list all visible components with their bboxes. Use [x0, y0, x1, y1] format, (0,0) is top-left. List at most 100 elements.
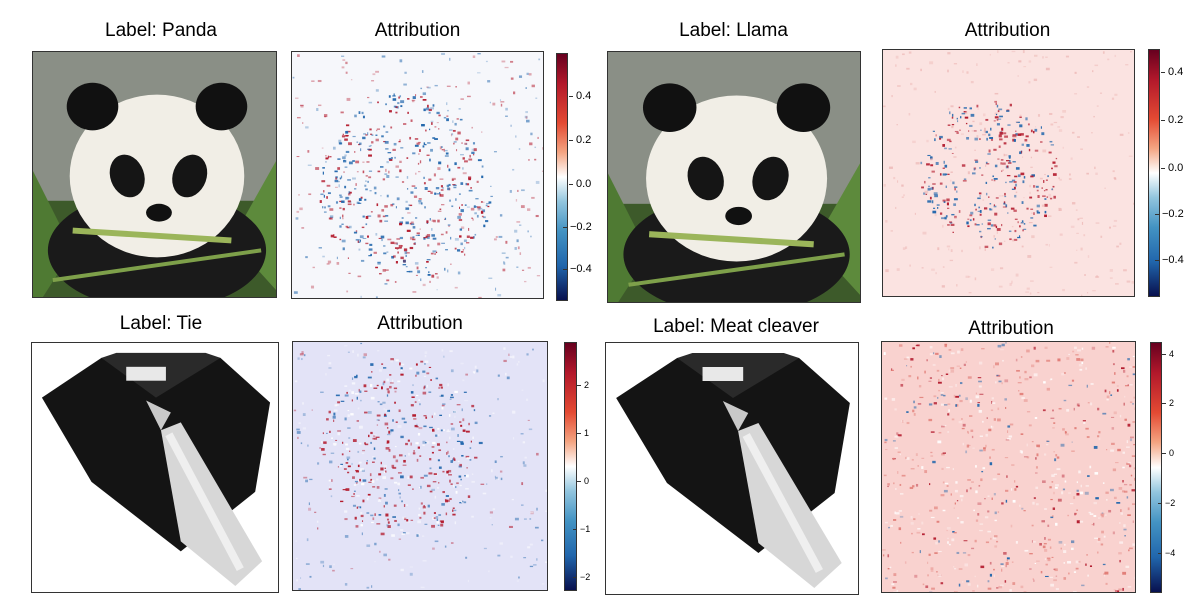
attribution-speckle: [346, 391, 348, 394]
attribution-speckle: [969, 214, 973, 217]
attribution-speckle: [938, 389, 940, 392]
attribution-speckle: [903, 358, 908, 360]
attribution-speckle: [305, 479, 309, 483]
attribution-speckle: [1001, 127, 1004, 131]
attribution-speckle: [1132, 503, 1135, 505]
attribution-speckle: [345, 462, 349, 464]
attribution-speckle: [386, 194, 389, 198]
attribution-speckle: [1031, 524, 1034, 527]
attribution-speckle: [955, 481, 958, 484]
attribution-speckle: [502, 455, 504, 458]
attribution-speckle: [942, 224, 944, 228]
attribution-speckle: [336, 256, 338, 260]
attribution-speckle: [1025, 291, 1029, 293]
attribution-speckle: [970, 211, 974, 215]
attribution-speckle: [358, 442, 362, 445]
attribution-speckle: [318, 104, 322, 107]
attribution-speckle: [441, 349, 444, 352]
attribution-speckle: [996, 374, 999, 377]
attribution-speckle: [459, 484, 462, 487]
attribution-speckle: [1062, 428, 1065, 431]
attribution-speckle: [892, 586, 896, 589]
attribution-speckle: [910, 522, 914, 525]
attribution-speckle: [1031, 441, 1034, 443]
attribution-speckle: [394, 242, 398, 245]
attribution-speckle: [528, 159, 530, 161]
attribution-speckle: [453, 142, 455, 145]
attribution-speckle: [335, 177, 337, 180]
attribution-speckle: [947, 207, 950, 210]
attribution-speckle: [360, 295, 362, 298]
attribution-speckle: [996, 104, 999, 108]
attribution-speckle: [434, 273, 438, 275]
attribution-speckle: [1041, 187, 1043, 189]
attribution-speckle: [366, 462, 368, 465]
attribution-speckle: [358, 461, 362, 464]
attribution-speckle: [954, 502, 956, 505]
attribution-speckle: [347, 203, 352, 206]
attribution-speckle: [974, 203, 976, 207]
attribution-speckle: [355, 160, 360, 164]
attribution-speckle: [459, 228, 463, 231]
attribution-speckle: [477, 159, 482, 162]
attribution-speckle: [906, 356, 910, 359]
attribution-speckle: [361, 532, 363, 536]
attribution-speckle: [1001, 382, 1003, 385]
attribution-speckle: [897, 471, 899, 474]
attribution-speckle: [472, 153, 475, 156]
attribution-speckle: [948, 248, 950, 251]
attribution-speckle: [1044, 508, 1047, 510]
attribution-speckle: [461, 454, 464, 457]
attribution-speckle: [527, 208, 531, 211]
attribution-speckle: [1122, 479, 1124, 483]
attribution-speckle: [439, 395, 441, 397]
attribution-speckle: [337, 158, 341, 160]
attribution-speckle: [531, 196, 535, 199]
attribution-speckle: [394, 445, 397, 448]
attribution-speckle: [331, 437, 334, 439]
attribution-speckle: [1005, 439, 1010, 441]
attribution-speckle: [400, 435, 404, 439]
attribution-speckle: [458, 475, 462, 478]
attribution-speckle: [344, 518, 348, 521]
attribution-speckle: [1047, 538, 1051, 541]
attribution-speckle: [962, 552, 967, 554]
attribution-speckle: [898, 510, 902, 512]
attribution-speckle: [347, 351, 350, 353]
attribution-speckle: [953, 394, 956, 398]
attribution-speckle: [958, 583, 961, 587]
attribution-speckle: [995, 197, 999, 199]
colorbar-tick: 0.4: [568, 90, 592, 102]
attribution-speckle: [300, 104, 304, 107]
attribution-speckle: [1077, 405, 1080, 407]
attribution-speckle: [432, 441, 436, 445]
attribution-speckle: [1017, 236, 1021, 239]
attribution-speckle: [377, 401, 380, 403]
attribution-speckle: [296, 156, 300, 158]
attribution-speckle: [443, 148, 445, 152]
attribution-speckle: [952, 468, 954, 471]
attribution-speckle: [1058, 209, 1061, 211]
attribution-speckle: [1068, 384, 1073, 387]
attribution-speckle: [416, 458, 419, 462]
attribution-speckle: [1023, 591, 1027, 592]
attribution-speckle: [987, 153, 991, 155]
attribution-speckle: [505, 372, 507, 376]
attribution-speckle: [941, 425, 945, 428]
attribution-speckle: [375, 436, 380, 438]
attribution-speckle: [368, 101, 373, 104]
attribution-speckle: [958, 420, 963, 424]
attribution-speckle: [499, 214, 503, 217]
attribution-speckle: [526, 398, 529, 401]
attribution-speckle: [476, 369, 479, 373]
attribution-speckle: [527, 419, 530, 421]
attribution-speckle: [962, 423, 966, 427]
attribution-speckle: [1029, 184, 1031, 188]
attribution-speckle: [985, 192, 988, 196]
attribution-speckle: [912, 347, 915, 350]
attribution-speckle: [1023, 510, 1026, 512]
attribution-speckle: [931, 200, 934, 204]
attribution-speckle: [441, 146, 443, 148]
attribution-speckle: [392, 516, 396, 518]
attribution-speckle: [1030, 156, 1033, 159]
